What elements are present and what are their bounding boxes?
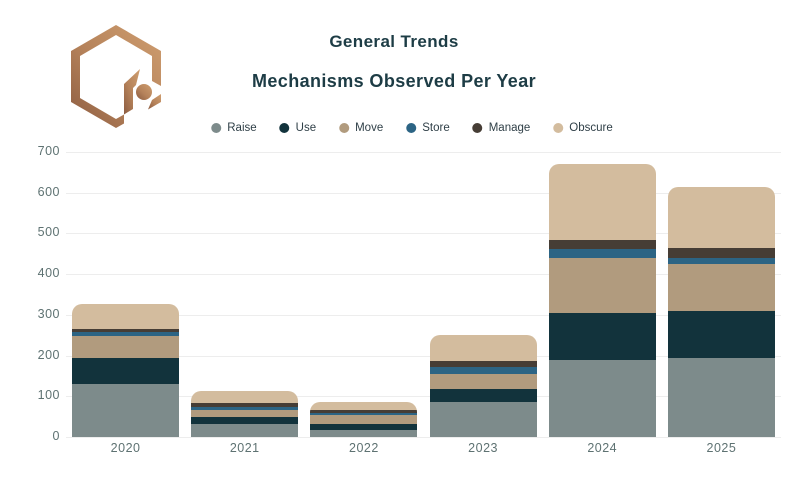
bar-segment-2024-obscure[interactable] [548,164,656,240]
legend-label: Store [422,122,450,134]
bar-segment-2025-store[interactable] [667,258,775,265]
legend-dot-icon [279,123,290,133]
bar-segment-2025-use[interactable] [667,311,775,358]
bar-segment-2020-store[interactable] [72,332,180,336]
legend-item-store[interactable]: Store [406,122,450,134]
chart-legend: Raise Use Move Store Manage Obscure [211,122,613,134]
bar-segment-2022-move[interactable] [310,415,418,424]
y-tick-label-100: 100 [37,388,60,403]
bar-segment-2024-manage[interactable] [548,239,656,249]
x-tick-label-2025: 2025 [706,441,737,455]
x-tick-label-2020: 2020 [110,441,141,455]
bar-segment-2022-raise[interactable] [310,429,418,437]
bar-2023[interactable] [429,335,537,437]
bar-segment-2024-store[interactable] [548,248,656,258]
bar-segment-2022-manage[interactable] [310,410,418,413]
gridline-300 [66,314,781,316]
legend-item-obscure[interactable]: Obscure [553,122,613,134]
legend-label: Manage [488,122,531,134]
legend-dot-icon [211,123,222,133]
bar-segment-2020-move[interactable] [72,335,180,359]
bar-2022[interactable] [310,402,418,437]
chart-title-block: General Trends Mechanisms Observed Per Y… [252,32,536,92]
bar-segment-2023-move[interactable] [429,373,537,390]
legend-label: Obscure [569,122,613,134]
y-tick-label-200: 200 [37,347,60,362]
page-title: General Trends [329,32,459,51]
bar-segment-2025-manage[interactable] [667,248,775,259]
bar-segment-2022-obscure[interactable] [310,402,418,411]
bar-segment-2021-manage[interactable] [191,403,299,407]
hexagon-brand-logo-icon [71,25,161,128]
legend-item-manage[interactable]: Manage [472,122,531,134]
x-tick-label-2021: 2021 [229,441,260,455]
bar-segment-2022-use[interactable] [310,423,418,430]
bar-segment-2023-use[interactable] [429,389,537,402]
x-tick-label-2024: 2024 [587,441,618,455]
y-tick-label-300: 300 [37,306,60,321]
gridline-600 [66,192,781,194]
gridline-200 [66,355,781,357]
y-tick-label-0: 0 [52,429,60,443]
gridline-0 [66,437,781,438]
bar-segment-2021-store[interactable] [191,406,299,410]
gridline-500 [66,233,781,235]
legend-dot-icon [339,123,350,133]
y-tick-label-700: 700 [37,144,60,158]
bar-2025[interactable] [667,187,775,437]
bar-segment-2023-manage[interactable] [429,361,537,368]
legend-label: Move [355,122,384,134]
bar-segment-2021-obscure[interactable] [191,391,299,404]
x-tick-label-2023: 2023 [468,441,498,455]
bar-2020[interactable] [72,304,180,437]
y-tick-label-500: 500 [37,225,60,240]
bar-segment-2021-move[interactable] [191,409,299,418]
bar-2021[interactable] [191,391,299,437]
legend-item-raise[interactable]: Raise [211,122,257,134]
y-tick-label-400: 400 [37,266,60,281]
bar-segment-2020-raise[interactable] [72,384,180,437]
gridline-700 [66,152,781,153]
bar-segment-2020-use[interactable] [72,358,180,385]
gridline-100 [66,396,781,398]
gridline-400 [66,274,781,276]
bar-segment-2023-store[interactable] [429,367,537,374]
bar-segment-2024-use[interactable] [548,312,656,360]
legend-label: Use [295,122,317,134]
bar-segment-2023-raise[interactable] [429,402,537,437]
bar-segment-2024-move[interactable] [548,257,656,313]
bar-segment-2025-move[interactable] [667,264,775,312]
plot-area [66,152,781,438]
legend-item-move[interactable]: Move [339,122,383,134]
chart-subtitle: Mechanisms Observed Per Year [251,71,537,91]
bar-segment-2022-store[interactable] [310,412,418,416]
bar-segment-2021-use[interactable] [191,417,299,425]
bar-segment-2025-obscure[interactable] [667,187,775,249]
x-tick-label-2022: 2022 [349,441,379,455]
legend-label: Raise [227,122,257,134]
bar-segment-2025-raise[interactable] [667,357,775,437]
bar-2024[interactable] [548,164,656,437]
bar-segment-2021-raise[interactable] [191,424,299,437]
bar-segment-2020-obscure[interactable] [72,304,180,330]
legend-dot-icon [406,123,417,133]
bar-segment-2023-obscure[interactable] [429,335,537,362]
legend-item-use[interactable]: Use [279,122,317,134]
bar-segment-2020-manage[interactable] [72,329,180,333]
y-tick-label-600: 600 [37,184,60,199]
legend-dot-icon [553,123,564,133]
legend-dot-icon [472,123,483,133]
bar-segment-2024-raise[interactable] [548,359,656,437]
